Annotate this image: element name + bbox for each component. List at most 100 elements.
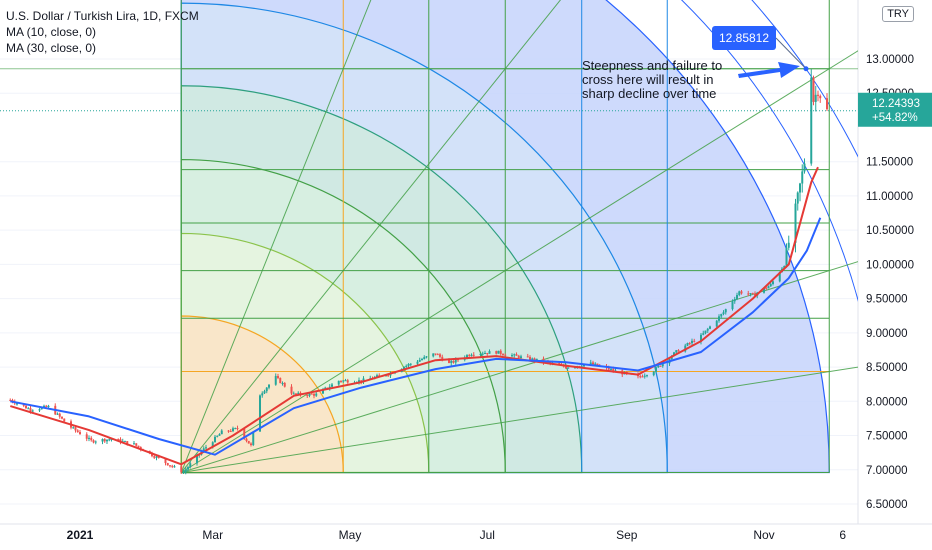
- candle-body: [169, 465, 171, 467]
- candle-body: [38, 409, 41, 411]
- candle-body: [481, 353, 484, 355]
- candle-body: [589, 362, 592, 365]
- candle-body: [607, 367, 610, 370]
- price-tick-label: 6.50000: [866, 499, 908, 511]
- candle-body: [94, 441, 97, 443]
- candle-body: [164, 457, 167, 464]
- candle-body: [785, 247, 788, 267]
- candle-body: [63, 418, 66, 422]
- time-tick-label: 6: [839, 528, 846, 542]
- candle-body: [376, 375, 378, 377]
- candle-body: [297, 392, 300, 395]
- gann-box: [180, 0, 858, 474]
- candle-body: [153, 456, 156, 458]
- candle-body: [470, 354, 473, 356]
- candle-body: [432, 353, 435, 357]
- candle-body: [677, 350, 680, 352]
- arrow-icon: [738, 62, 800, 78]
- candle-body: [733, 299, 736, 302]
- candle-body: [261, 393, 264, 396]
- candle-body: [452, 361, 455, 363]
- candle-body: [513, 354, 516, 356]
- candle-body: [108, 439, 111, 441]
- candle-body: [407, 364, 410, 366]
- candle-body: [263, 391, 266, 394]
- last-price-change: +54.82%: [872, 112, 918, 124]
- candle-body: [706, 328, 709, 331]
- time-axis[interactable]: 2021 Mar May Jul Sep Nov 6: [67, 528, 847, 542]
- candle-body: [229, 431, 232, 433]
- candle-body: [232, 428, 234, 432]
- candle-body: [283, 382, 286, 387]
- candle-body: [533, 358, 536, 361]
- candle-body: [76, 430, 79, 433]
- candle-body: [342, 380, 345, 382]
- candle-body: [310, 393, 313, 395]
- price-tick-label: 8.00000: [866, 396, 908, 408]
- candle-body: [92, 440, 95, 443]
- candle-body: [535, 358, 538, 361]
- candle-body: [612, 368, 615, 371]
- candle-body: [488, 351, 491, 354]
- candle-body: [135, 443, 138, 446]
- candle-body: [202, 448, 205, 452]
- candle-body: [306, 395, 309, 397]
- candle-body: [243, 428, 246, 439]
- price-tick-label: 10.50000: [866, 225, 914, 237]
- candle-body: [709, 326, 711, 329]
- candle-body: [499, 350, 502, 354]
- candle-body: [157, 456, 160, 458]
- candle-body: [180, 466, 183, 473]
- candle-body: [592, 362, 594, 365]
- price-axis[interactable]: 13.0000012.5000011.5000011.0000010.50000…: [858, 54, 932, 511]
- candle-body: [675, 350, 678, 353]
- annotation-text-line: cross here will result in: [582, 72, 714, 87]
- candle-body: [819, 95, 822, 99]
- candle-body: [639, 376, 642, 378]
- candle-body: [378, 375, 381, 377]
- candle-body: [531, 358, 534, 361]
- candle-body: [472, 354, 475, 356]
- candle-body: [468, 355, 471, 357]
- candle-body: [454, 359, 457, 363]
- candle-body: [517, 355, 520, 359]
- candle-body: [247, 440, 250, 444]
- chart-legend: U.S. Dollar / Turkish Lira, 1D, FXCM MA …: [6, 8, 199, 56]
- candle-body: [173, 466, 176, 468]
- candle-body: [486, 352, 489, 354]
- candle-body: [434, 353, 437, 355]
- gann-fan-line: [181, 366, 858, 474]
- currency-button[interactable]: TRY: [882, 6, 914, 22]
- candle-body: [778, 272, 781, 282]
- candle-body: [171, 465, 174, 467]
- candle-body: [747, 293, 750, 295]
- candle-body: [277, 376, 279, 378]
- time-tick-label: Mar: [202, 528, 223, 542]
- candle-body: [515, 354, 518, 356]
- candle-body: [117, 439, 120, 441]
- price-tick-label: 11.00000: [866, 191, 913, 203]
- candle-body: [205, 447, 207, 449]
- candle-body: [279, 377, 282, 384]
- candle-body: [137, 445, 140, 448]
- candle-body: [772, 281, 774, 285]
- candle-body: [810, 77, 813, 164]
- candle-body: [308, 393, 311, 396]
- candle-body: [409, 363, 412, 365]
- candle-body: [331, 384, 333, 387]
- candle-body: [274, 376, 277, 385]
- candle-body: [826, 98, 828, 110]
- candle-body: [641, 376, 644, 378]
- candle-body: [495, 351, 498, 354]
- candle-body: [265, 387, 268, 392]
- candle-body: [448, 360, 450, 363]
- candle-body: [405, 365, 408, 368]
- candle-body: [166, 463, 169, 466]
- candle-body: [218, 434, 221, 436]
- candle-body: [72, 427, 75, 429]
- candle-body: [79, 432, 81, 435]
- candle-body: [133, 443, 135, 445]
- candle-body: [702, 333, 705, 335]
